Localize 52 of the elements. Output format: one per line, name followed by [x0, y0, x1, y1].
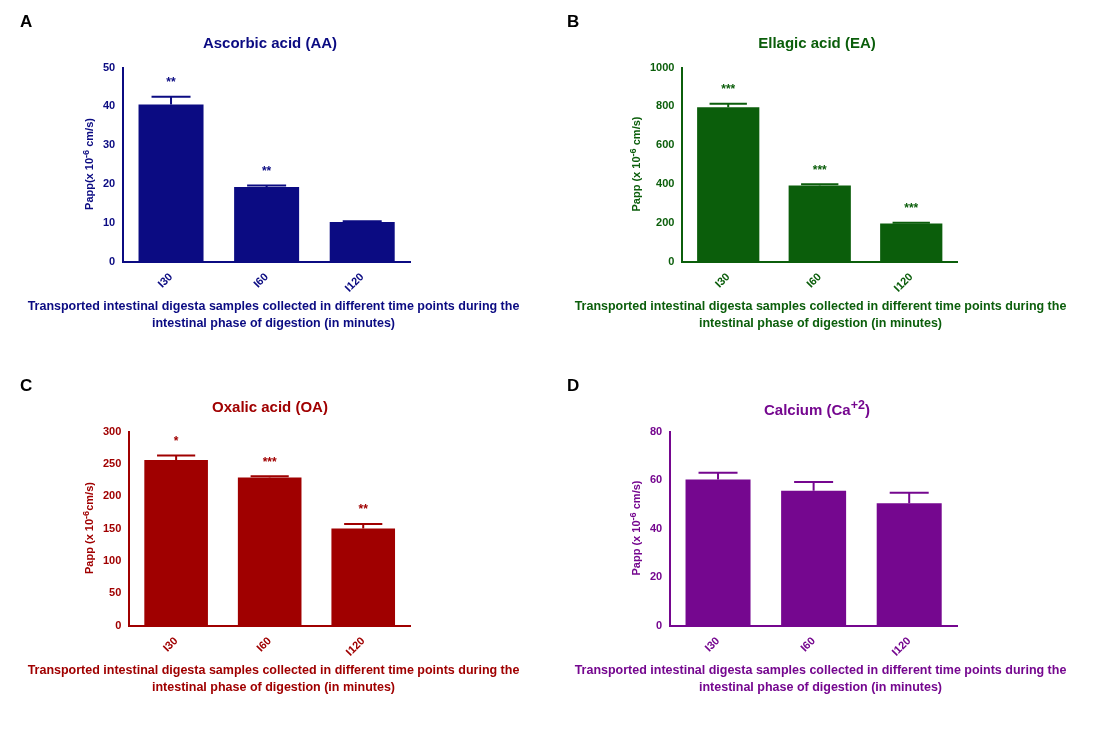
annotation: *	[173, 433, 179, 448]
y-tick-label: 0	[115, 618, 122, 631]
x-tick-label: I60	[253, 634, 274, 654]
y-tick-label: 0	[668, 254, 675, 267]
annotation: **	[358, 502, 369, 517]
x-tick-label: I60	[250, 270, 271, 290]
y-tick-label: 60	[649, 473, 663, 486]
chart-title: Ellagic acid (EA)	[757, 34, 877, 51]
y-tick-label: 10	[102, 215, 116, 228]
y-tick-label: 0	[109, 254, 116, 267]
y-tick-label: 40	[102, 99, 116, 112]
annotation: ***	[721, 82, 736, 97]
y-tick-label: 50	[102, 60, 116, 73]
annotation: **	[261, 163, 272, 178]
y-tick-label: 150	[102, 521, 122, 534]
y-tick-label: 20	[102, 176, 116, 189]
y-tick-label: 80	[649, 424, 663, 437]
chart-title: Ascorbic acid (AA)	[201, 34, 339, 51]
y-tick-label: 0	[656, 618, 663, 631]
x-tick-label: I30	[702, 634, 722, 654]
x-axis-title: Transported intestinal digesta samples collected in different time points during the intestinal phase of digestion (in minutes)	[573, 662, 1068, 696]
x-axis-title: Transported intestinal digesta samples collected in different time points during the intestinal phase of digestion (in minutes)	[26, 298, 521, 332]
annotation: ***	[262, 454, 278, 469]
text: B	[567, 12, 580, 32]
y-tick-label: 30	[102, 138, 116, 151]
y-tick-label: 100	[102, 553, 122, 566]
x-axis-title: Transported intestinal digesta samples collected in different time points during the intestinal phase of digestion (in minutes)	[26, 662, 521, 696]
x-tick-label: I60	[797, 634, 818, 654]
y-tick-label: 200	[102, 489, 122, 502]
y-tick-label: 50	[109, 586, 122, 599]
annotation: ***	[904, 201, 919, 216]
chart-title: Oxalic acid (OA)	[211, 398, 329, 415]
x-tick-label: I30	[160, 634, 180, 654]
y-tick-label: 400	[656, 176, 675, 189]
x-axis-title: Transported intestinal digesta samples collected in different time points during the intestinal phase of digestion (in minutes)	[573, 298, 1068, 332]
text: C	[20, 376, 33, 396]
chart-title: Calcium (Ca$^{+2}$)	[763, 398, 871, 418]
x-tick-label: I30	[155, 270, 175, 290]
y-tick-label: 1000	[649, 60, 675, 73]
text: A	[20, 12, 33, 32]
x-tick-label: I30	[712, 270, 732, 290]
x-tick-label: I60	[803, 270, 824, 290]
y-tick-label: 40	[649, 521, 663, 534]
annotation: ***	[812, 162, 828, 177]
y-tick-label: 200	[656, 215, 675, 228]
annotation: **	[166, 75, 177, 89]
y-tick-label: 600	[656, 138, 675, 151]
y-tick-label: 250	[102, 456, 122, 469]
y-tick-label: 300	[102, 424, 122, 437]
y-tick-label: 800	[656, 99, 675, 112]
text: D	[567, 376, 580, 396]
y-tick-label: 20	[649, 570, 663, 583]
